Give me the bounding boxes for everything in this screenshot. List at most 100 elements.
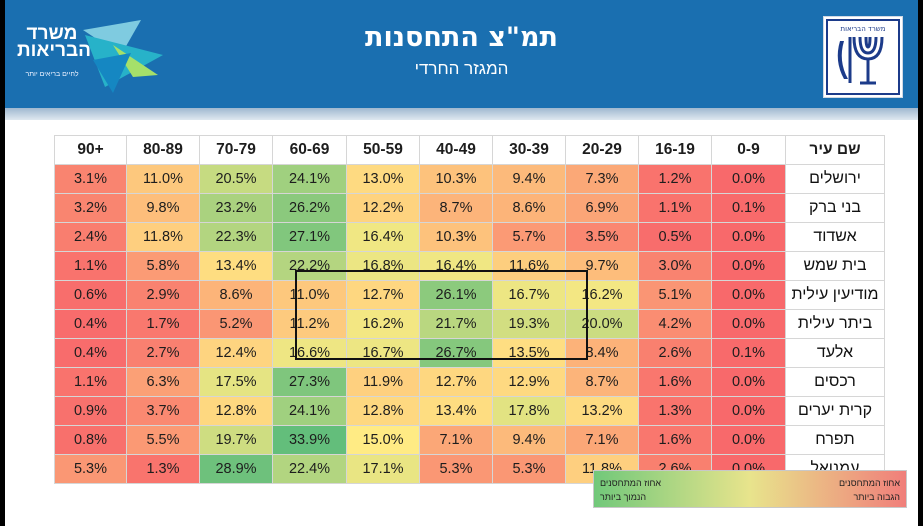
heatmap-cell: 3.5% [565,222,639,252]
heatmap-cell: 2.6% [638,338,712,368]
page-subtitle: המגזר החרדי [414,59,509,78]
column-header: 0-9 [711,135,786,165]
heatmap-cell: 0.0% [711,222,786,252]
heatmap-cell: 20.5% [199,164,273,194]
heatmap-cell: 1.6% [638,367,712,397]
heatmap-cell: 5.8% [126,251,200,281]
heatmap-cell: 26.2% [272,193,347,223]
table-row: 3.1% 11.0% 20.5% 24.1% 13.0% 10.3% 9.4% 7.3% 1.2… [54,164,885,194]
heatmap-cell: 5.3% [492,454,566,484]
city-name-cell: קרית יערים [785,396,885,426]
heatmap-cell: 16.4% [419,251,493,281]
city-name-cell: מודיעין עילית [785,280,885,310]
heatmap-cell: 3.7% [126,396,200,426]
heatmap-cell: 12.8% [199,396,273,426]
logo-graphic [83,20,163,93]
heatmap-cell: 23.2% [199,193,273,223]
column-header: 20-29 [565,135,639,165]
heatmap-cell: 1.1% [638,193,712,223]
heatmap-cell: 0.0% [711,164,786,194]
heatmap-cell: 5.1% [638,280,712,310]
heatmap-cell: 27.1% [272,222,347,252]
heatmap-cell: 11.6% [492,251,566,281]
heatmap-cell: 5.5% [126,425,200,455]
heatmap-cell: 0.0% [711,280,786,310]
heatmap-cell: 1.3% [638,396,712,426]
slide: משרד הבריאות לחיים בריאים יותר תמ"צ התחס… [5,0,918,526]
table-row: 3.2% 9.8% 23.2% 26.2% 12.2% 8.7% 8.6% 6.9% 1.1% 0… [54,193,885,223]
heatmap-cell: 3.0% [638,251,712,281]
city-name-cell: רכסים [785,367,885,397]
heatmap-cell: 26.7% [419,338,493,368]
city-name-cell: בית שמש [785,251,885,281]
heatmap-cell: 11.0% [272,280,347,310]
heatmap-cell: 1.1% [54,251,127,281]
heatmap-cell: 4.2% [638,309,712,339]
heatmap-cell: 16.2% [565,280,639,310]
city-name-cell: בני ברק [785,193,885,223]
table-header-row: 90+ 80-89 70-79 60-69 50-59 40-49 30-39 20-29 16… [54,135,885,165]
logo-tagline: לחיים בריאים יותר [25,71,79,78]
legend-low-line2: הנמוך ביותר [600,492,647,502]
header-shadow-band [5,108,918,120]
legend-high-line2: הגבוה ביותר [853,492,900,502]
vaccination-heatmap-table: 90+ 80-89 70-79 60-69 50-59 40-49 30-39 20-29 16… [54,135,885,484]
title-block: תמ"צ התחסנות המגזר החרדי [5,22,918,79]
heatmap-cell: 1.2% [638,164,712,194]
column-header: 50-59 [346,135,420,165]
logo-line-2: הבריאות [17,40,92,61]
heatmap-cell: 9.4% [492,164,566,194]
heatmap-cell: 8.7% [419,193,493,223]
table-row: 0.8% 5.5% 19.7% 33.9% 15.0% 7.1% 9.4% 7.1% 1.6% 0… [54,425,885,455]
heatmap-cell: 6.9% [565,193,639,223]
heatmap-cell: 0.1% [711,338,786,368]
heatmap-cell: 0.8% [54,425,127,455]
column-header: 80-89 [126,135,200,165]
city-name-cell: אלעד [785,338,885,368]
column-header: 16-19 [638,135,712,165]
city-name-cell: תפרח [785,425,885,455]
heatmap-cell: 0.5% [638,222,712,252]
ministry-of-health-logo: משרד הבריאות לחיים בריאים יותר [13,15,163,95]
table-row: 0.4% 2.7% 12.4% 16.6% 16.7% 26.7% 13.5% 8.4% 2.6… [54,338,885,368]
heatmap-cell: 16.4% [346,222,420,252]
header-bar: משרד הבריאות לחיים בריאים יותר תמ"צ התחס… [5,0,918,108]
legend-high-line1: אחוז המתחסנים [838,478,900,488]
heatmap-cell: 11.0% [126,164,200,194]
heatmap-cell: 12.9% [492,367,566,397]
heatmap-cell: 13.4% [199,251,273,281]
heatmap-cell: 8.4% [565,338,639,368]
heatmap-cell: 11.8% [126,222,200,252]
heatmap-cell: 2.7% [126,338,200,368]
heatmap-cell: 16.7% [492,280,566,310]
heatmap-cell: 17.8% [492,396,566,426]
heatmap-cell: 0.1% [711,193,786,223]
heatmap-cell: 11.2% [272,309,347,339]
heatmap-cell: 15.0% [346,425,420,455]
heatmap-cell: 1.6% [638,425,712,455]
heatmap-cell: 0.0% [711,425,786,455]
heatmap-cell: 19.3% [492,309,566,339]
heatmap-cell: 12.7% [346,280,420,310]
ministry-emblem-logo: משרד הבריאות [823,16,903,98]
column-header: 70-79 [199,135,273,165]
table-row: 0.6% 2.9% 8.6% 11.0% 12.7% 26.1% 16.7% 16.2% 5.1… [54,280,885,310]
heatmap-cell: 21.7% [419,309,493,339]
heatmap-cell: 13.5% [492,338,566,368]
heatmap-cell: 2.9% [126,280,200,310]
heatmap-cell: 12.8% [346,396,420,426]
heatmap-cell: 33.9% [272,425,347,455]
heatmap-cell: 13.2% [565,396,639,426]
heatmap-cell: 6.3% [126,367,200,397]
heatmap-cell: 0.9% [54,396,127,426]
heatmap-cell: 8.7% [565,367,639,397]
legend-low: אחוז המתחסנים הנמוך ביותר [600,476,661,504]
heatmap-cell: 7.1% [565,425,639,455]
heatmap-cell: 1.3% [126,454,200,484]
heatmap-cell: 0.0% [711,367,786,397]
heatmap-cell: 1.7% [126,309,200,339]
heatmap-cell: 22.4% [272,454,347,484]
heatmap-cell: 22.2% [272,251,347,281]
heatmap-cell: 9.4% [492,425,566,455]
heatmap-cell: 5.7% [492,222,566,252]
